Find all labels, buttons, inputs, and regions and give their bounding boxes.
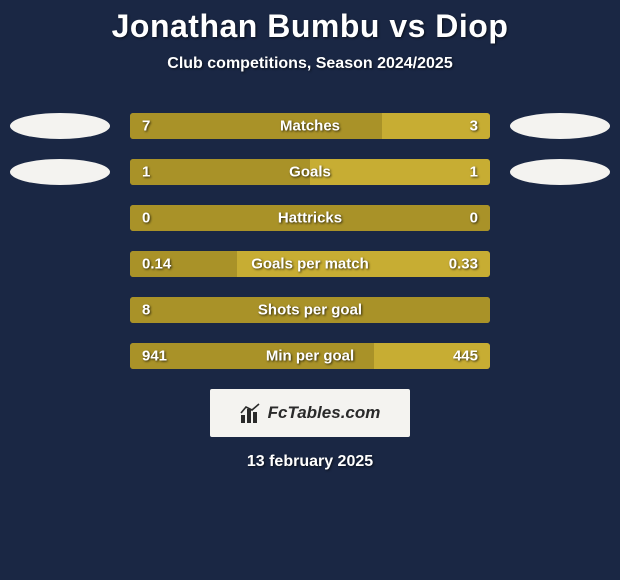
stat-row: Goals per match 0.14 0.33 <box>10 251 610 277</box>
stat-row: Hattricks 0 0 <box>10 205 610 231</box>
player-oval-left <box>10 159 110 185</box>
comparison-card: Jonathan Bumbu vs Diop Club competitions… <box>0 0 620 471</box>
stat-label: Goals per match <box>251 256 369 273</box>
player-oval-right <box>510 113 610 139</box>
bar-segment-right <box>310 159 490 185</box>
player-oval-left <box>10 251 110 277</box>
stats-list: Matches 7 3 Goals 1 1 Hattricks 0 0 Goals per mat… <box>0 113 620 369</box>
stat-label: Shots per goal <box>258 302 362 319</box>
player-oval-right <box>510 205 610 231</box>
player-oval-left <box>10 205 110 231</box>
stat-label: Matches <box>280 118 340 135</box>
stat-value-left: 1 <box>142 164 150 181</box>
stat-bar: Shots per goal 8 <box>130 297 490 323</box>
stat-value-right: 445 <box>453 348 478 365</box>
stat-value-left: 8 <box>142 302 150 319</box>
bar-segment-left <box>130 113 382 139</box>
subtitle: Club competitions, Season 2024/2025 <box>0 55 620 73</box>
stat-row: Shots per goal 8 <box>10 297 610 323</box>
stat-bar: Matches 7 3 <box>130 113 490 139</box>
page-title: Jonathan Bumbu vs Diop <box>0 8 620 45</box>
stat-value-left: 941 <box>142 348 167 365</box>
stat-value-right: 0 <box>470 210 478 227</box>
stat-row: Matches 7 3 <box>10 113 610 139</box>
stat-bar: Goals 1 1 <box>130 159 490 185</box>
bar-chart-icon <box>240 403 262 423</box>
player-oval-left <box>10 297 110 323</box>
player-oval-left <box>10 113 110 139</box>
date-label: 13 february 2025 <box>0 453 620 471</box>
stat-value-left: 7 <box>142 118 150 135</box>
player-oval-left <box>10 343 110 369</box>
stat-value-right: 3 <box>470 118 478 135</box>
player-oval-right <box>510 343 610 369</box>
stat-value-right: 0.33 <box>449 256 478 273</box>
stat-bar: Min per goal 941 445 <box>130 343 490 369</box>
stat-label: Min per goal <box>266 348 354 365</box>
stat-bar: Hattricks 0 0 <box>130 205 490 231</box>
stat-row: Goals 1 1 <box>10 159 610 185</box>
player-oval-right <box>510 159 610 185</box>
logo-box: FcTables.com <box>210 389 410 437</box>
stat-bar: Goals per match 0.14 0.33 <box>130 251 490 277</box>
player-oval-right <box>510 297 610 323</box>
stat-label: Goals <box>289 164 331 181</box>
stat-row: Min per goal 941 445 <box>10 343 610 369</box>
stat-label: Hattricks <box>278 210 342 227</box>
stat-value-right: 1 <box>470 164 478 181</box>
bar-segment-left <box>130 159 310 185</box>
stat-value-left: 0.14 <box>142 256 171 273</box>
player-oval-right <box>510 251 610 277</box>
stat-value-left: 0 <box>142 210 150 227</box>
logo-text: FcTables.com <box>268 403 381 423</box>
